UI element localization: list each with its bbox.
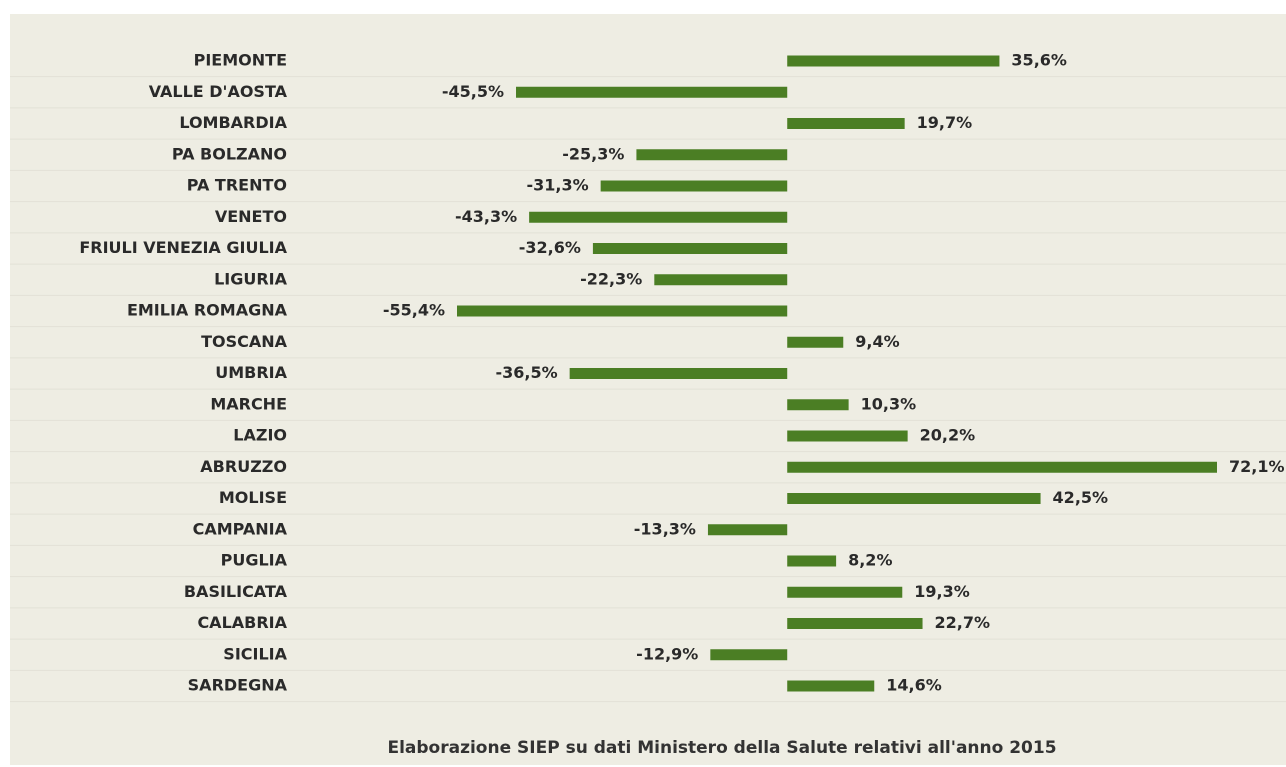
value-label: 14,6% [886,676,942,695]
category-label: UMBRIA [215,363,287,382]
bar [787,118,905,129]
value-label: -22,3% [580,269,642,288]
bar [787,555,837,567]
value-label: 8,2% [848,551,892,570]
category-label: MARCHE [210,394,287,413]
bar [600,180,788,192]
bar [787,461,1217,473]
category-label: CAMPANIA [193,519,288,538]
category-label: BASILICATA [184,582,288,601]
bar [710,649,788,661]
bar [787,399,849,411]
value-label: 20,2% [920,426,976,445]
category-label: CALABRIA [197,613,287,632]
value-label: 19,7% [917,113,973,132]
category-label: ABRUZZO [200,457,287,476]
value-label: -13,3% [634,519,696,538]
category-label: EMILIA ROMAGNA [127,301,288,320]
value-label: -31,3% [526,176,588,195]
bar [707,524,788,536]
source-note: Elaborazione SIEP su dati Ministero dell… [387,738,1056,758]
value-label: -12,9% [636,644,698,663]
category-label: LOMBARDIA [179,113,287,132]
bar [529,211,788,223]
category-label: LIGURIA [214,269,288,288]
category-label: SICILIA [223,644,287,663]
bar [569,368,788,379]
value-label: -36,5% [496,363,558,382]
value-label: 19,3% [914,582,970,601]
bar [787,680,875,692]
category-label: PIEMONTE [194,51,287,70]
value-label: -43,3% [455,207,517,226]
bar [787,618,923,629]
value-label: -45,5% [442,82,504,101]
category-label: SARDEGNA [188,676,288,695]
value-label: 9,4% [855,332,899,351]
bar [787,493,1041,504]
value-label: -32,6% [519,238,581,257]
category-label: TOSCANA [201,332,288,351]
bar [787,55,1000,67]
category-label: PUGLIA [221,551,288,570]
bar [592,243,788,254]
category-label: PA BOLZANO [172,144,287,163]
bar [787,336,844,348]
value-label: 22,7% [935,613,991,632]
category-label: MOLISE [219,488,287,507]
category-label: VALLE D'AOSTA [149,82,288,101]
bar [787,586,903,598]
category-label: LAZIO [233,426,287,445]
bar [457,305,788,317]
bar [636,149,788,161]
value-label: 72,1% [1229,457,1285,476]
value-label: 10,3% [861,394,917,413]
value-label: 35,6% [1011,51,1067,70]
bar [516,86,788,98]
value-label: 42,5% [1053,488,1109,507]
bar [787,430,908,442]
bar [654,274,788,286]
category-label: PA TRENTO [187,176,287,195]
value-label: -55,4% [383,301,445,320]
value-label: -25,3% [562,144,624,163]
category-label: FRIULI VENEZIA GIULIA [79,238,287,257]
category-label: VENETO [215,207,287,226]
